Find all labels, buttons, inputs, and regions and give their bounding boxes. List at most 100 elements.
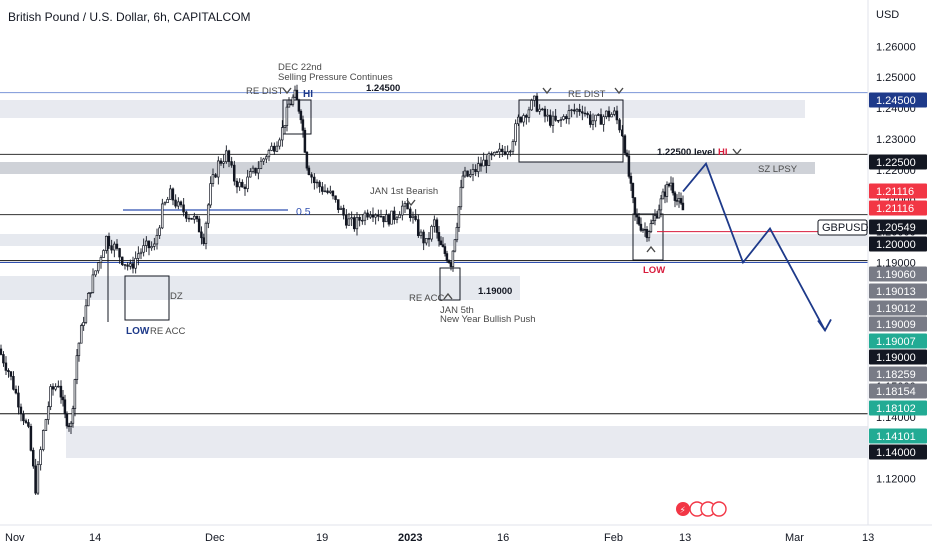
candle-body [422,231,425,244]
candles-layer [0,84,685,495]
candle-body [675,200,679,202]
candle-body [651,220,655,224]
candle-body [596,114,600,116]
candle-body [36,464,40,494]
candle-body [641,229,645,231]
candle-body [334,195,337,200]
x-tick-mar: Mar [785,532,804,544]
candle-body [451,250,455,267]
ann-re-acc-mid: RE ACC [409,293,445,304]
x-tick-14: 14 [89,532,101,544]
candle-body [61,396,65,401]
price-tag [869,400,927,416]
chevron-down-icon [406,199,416,207]
candle-body [318,181,321,188]
candle-body [4,362,8,371]
price-tag-text: 1.19007 [876,336,916,348]
candle-body [110,245,113,251]
symbol-tag [817,219,868,236]
candle-body [320,186,324,192]
box-re-acc [439,267,461,301]
candle-body [59,385,63,398]
x-tick-16: 16 [497,532,509,544]
ann-sz-lpsy: SZ LPSY [758,164,798,175]
candle-body [516,116,520,125]
candle-body [82,322,85,326]
candle-body [476,163,480,172]
candle-body [400,205,404,216]
candle-body [272,145,276,152]
candle-body [19,406,23,415]
candle-body [214,174,217,178]
price-tags: 1.24500 1.22500 1.21116 1.21116 1.20549 1.200… [869,92,927,460]
candle-body [89,292,92,294]
candle-body [187,217,191,220]
candle-body [376,214,380,217]
zone-120000 [0,234,868,246]
candle-body [588,114,592,125]
candle-body [562,116,565,120]
candle-body [303,129,307,153]
candle-body [352,217,356,230]
candle-body [527,109,531,118]
candle-body [441,244,445,247]
flag-icon[interactable] [711,501,727,517]
candle-body [637,216,641,225]
candle-body [484,159,488,166]
candle-body [468,173,472,177]
candle-body [312,176,316,184]
candle-body [216,160,220,178]
candle-body [663,191,667,197]
candle-body [182,204,185,213]
time-axis[interactable]: Nov 14 Dec 19 2023 16 Feb 13 Mar 13 [0,524,932,544]
candle-body [79,325,83,344]
candle-body [209,183,212,206]
candle-body [572,109,576,112]
ann-hi-right: HI [718,147,728,158]
candle-body [211,174,215,184]
candle-body [411,215,415,219]
candle-body [251,167,255,172]
candle-body [591,120,595,125]
candle-body [449,262,453,267]
candle-body [238,181,241,188]
candle-body [492,151,496,156]
candle-body [374,214,377,218]
x-tick-dec: Dec [205,532,225,544]
candle-body [580,111,584,114]
candle-body [403,203,407,207]
candle-body [339,207,343,210]
candle-body [275,145,279,152]
candle-body [126,264,129,267]
candle-body [197,218,201,233]
chevron-up-icon [443,292,453,300]
candle-body [102,250,105,258]
candle-body [179,201,183,206]
x-tick-feb: Feb [604,532,623,544]
candle-body [408,208,412,219]
event-icon[interactable] [676,502,690,516]
ann-dec22: DEC 22nd [278,62,322,73]
candle-body [643,229,647,231]
candle-body [44,419,48,431]
candle-body [39,449,42,466]
candle-body [291,96,295,105]
candle-body [487,153,491,166]
candle-body [224,150,228,163]
candle-body [661,191,665,200]
candle-body [363,212,367,221]
candle-body [522,115,525,123]
candle-body [479,163,483,167]
candle-body [326,190,329,193]
candle-body [267,150,271,158]
price-axis[interactable]: USD 1.260001.250001.240001.230001.220001… [817,0,927,525]
event-icons[interactable]: ⚡ [676,501,727,517]
candle-body [599,114,603,125]
candle-body [240,181,244,188]
candle-body [150,246,153,249]
candle-body [12,376,15,390]
candle-body [56,385,60,388]
candle-body [368,214,372,218]
candle-body [264,156,268,160]
